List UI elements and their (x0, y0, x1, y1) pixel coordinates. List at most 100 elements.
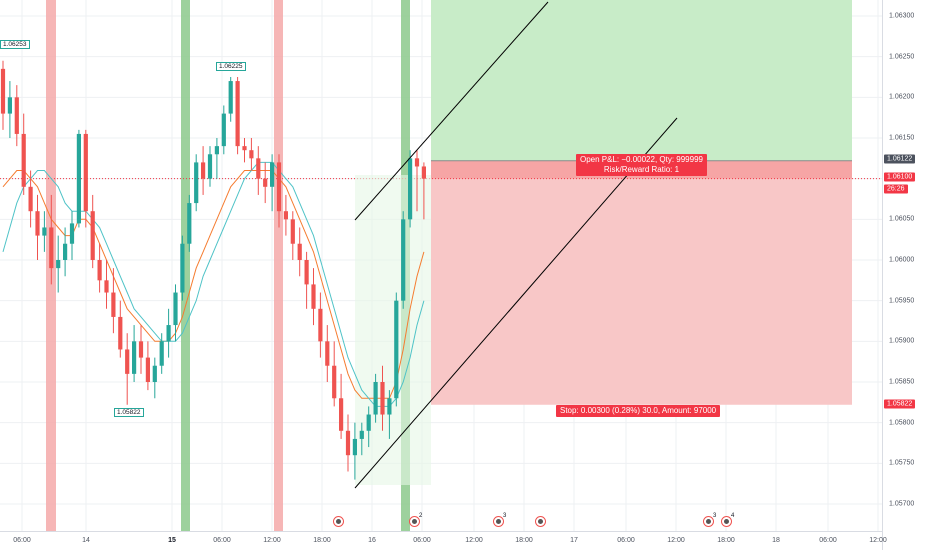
channel-lower-line (354, 117, 678, 489)
event-count-badge: 3 (503, 513, 507, 519)
candle-body (42, 227, 47, 236)
session-highlight-band (274, 0, 283, 531)
ema-slow-line (2, 161, 425, 407)
time-tick: 06:00 (213, 537, 231, 544)
candle-body (28, 186, 33, 212)
price-tick: 1.06250 (889, 53, 915, 61)
candle-body (235, 81, 240, 147)
candle-body (345, 430, 351, 456)
channel-fill (355, 175, 431, 485)
open-pnl-label[interactable]: Open P&L: −0.00022, Qty: 999999 Risk/Rew… (576, 154, 707, 176)
channel-upper-line (354, 1, 549, 221)
candle-body (166, 325, 171, 342)
candle-body (0, 68, 6, 114)
chart-area[interactable]: 1.06253 1.06225 1.05822 Open P&L: −0.000… (0, 0, 882, 531)
candle-body (332, 365, 337, 399)
candle-body (276, 162, 282, 212)
candle-body (14, 97, 19, 134)
price-tick: 1.05700 (889, 500, 915, 508)
candle-body (249, 150, 254, 159)
candle-body (263, 178, 268, 187)
time-tick: 12:00 (667, 537, 685, 544)
price-tick: 1.06300 (889, 12, 915, 20)
candle-body (125, 349, 130, 374)
high-label-left: 1.06253 (0, 40, 30, 49)
candle-body (187, 203, 192, 244)
current-price-tag: 1.06100 (884, 172, 916, 182)
candle-body (242, 146, 247, 151)
bar-countdown-tag: 26:26 (884, 184, 908, 194)
trend-channel (354, 1, 678, 489)
event-count-badge: 4 (731, 513, 735, 519)
time-tick: 16 (368, 537, 376, 544)
candle-body (339, 398, 344, 431)
earth-flag-icon[interactable] (721, 516, 732, 527)
price-tick: 1.06050 (889, 215, 915, 223)
price-axis[interactable]: 1.06300 1.06250 1.06200 1.06150 1.06100 1.060… (882, 0, 932, 550)
time-tick: 06:00 (413, 537, 431, 544)
candle-body (373, 382, 378, 415)
time-tick: 06:00 (819, 537, 837, 544)
candle-body (214, 146, 219, 155)
candle-body (421, 166, 426, 179)
earth-flag-icon[interactable] (333, 516, 344, 527)
price-tick: 1.05900 (889, 337, 915, 345)
price-tick: 1.06150 (889, 134, 915, 142)
candle-body (83, 133, 88, 212)
session-highlight-band (181, 0, 190, 531)
candle-body (290, 219, 295, 244)
high-label-mid: 1.06225 (216, 62, 246, 71)
candle-body (207, 154, 213, 179)
time-tick: 17 (570, 537, 578, 544)
time-tick: 06:00 (617, 537, 635, 544)
candle-body (49, 227, 54, 269)
time-tick: 18 (772, 537, 780, 544)
price-tick: 1.05850 (889, 378, 915, 386)
price-tick: 1.06000 (889, 256, 915, 264)
candle-body (63, 243, 68, 260)
candle-body (56, 260, 61, 269)
candle-body (111, 292, 116, 317)
candlesticks (0, 60, 426, 480)
long-position-tool (0, 0, 882, 485)
earth-flag-icon[interactable] (493, 516, 504, 527)
candle-body (97, 260, 102, 281)
earth-flag-icon[interactable] (703, 516, 714, 527)
time-tick: 18:00 (313, 537, 331, 544)
candle-body (270, 162, 275, 187)
candle-body (138, 341, 144, 358)
low-label-left: 1.05822 (114, 408, 144, 417)
candle-body (304, 260, 309, 285)
price-chart[interactable] (0, 0, 882, 531)
time-tick: 12:00 (263, 537, 281, 544)
stop-loss-zone (431, 160, 852, 405)
candle-body (325, 341, 330, 366)
time-tick: 12:00 (465, 537, 483, 544)
candle-body (221, 113, 226, 147)
candle-body (118, 316, 123, 350)
time-tick: 18:00 (717, 537, 735, 544)
candle-body (401, 219, 406, 301)
candle-body (311, 284, 316, 309)
candle-body (366, 414, 371, 431)
risk-reward-text: Risk/Reward Ratio: 1 (603, 165, 680, 174)
candle-body (318, 308, 323, 342)
stop-label[interactable]: Stop: 0.00300 (0.28%) 30.0, Amount: 9700… (556, 405, 721, 417)
time-axis[interactable]: 06:00 14 15 06:00 12:00 18:00 16 06:00 12:00 18:0… (0, 531, 887, 550)
candle-body (145, 357, 150, 382)
candle-body (90, 211, 95, 260)
earth-flag-icon[interactable] (535, 516, 546, 527)
price-tick: 1.05950 (889, 297, 915, 305)
candle-body (352, 438, 357, 456)
candle-body (414, 158, 420, 167)
candle-body (297, 243, 302, 260)
last-price-tag: 1.06122 (884, 154, 916, 164)
candle-body (76, 133, 81, 224)
candle-body (132, 341, 137, 374)
candle-body (180, 243, 185, 293)
earth-flag-icon[interactable] (409, 516, 420, 527)
time-tick: 15 (168, 537, 176, 544)
price-tick: 1.05800 (889, 419, 915, 427)
candle-body (194, 162, 199, 204)
candle-body (7, 97, 12, 114)
